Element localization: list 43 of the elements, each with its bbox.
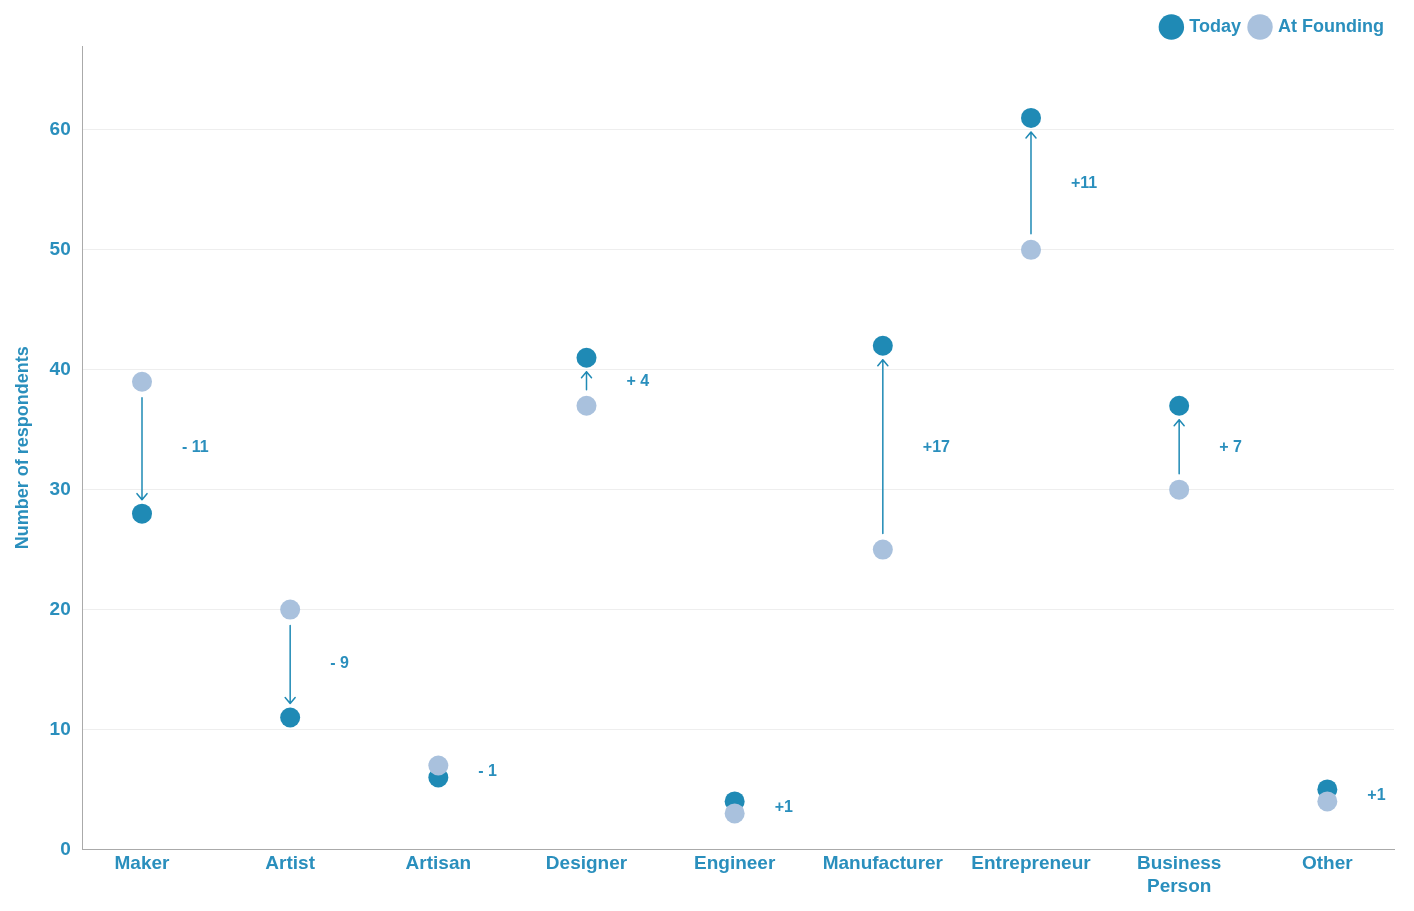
point	[1169, 479, 1190, 500]
point	[132, 503, 152, 524]
point	[576, 347, 597, 368]
y-tick-label: 50	[49, 238, 71, 260]
x-tick-label: Artist	[265, 852, 316, 874]
annotation: - 1	[478, 761, 498, 779]
y-tick-label: 60	[49, 118, 71, 140]
y-tick-label: 30	[49, 477, 71, 499]
annotation: +17	[922, 438, 951, 456]
point	[1169, 395, 1190, 416]
x-tick-label: Artisan	[405, 852, 472, 874]
x-tick-label: Designer	[545, 852, 628, 874]
x-tick-label: Maker	[114, 852, 171, 874]
annotation: +1	[774, 797, 794, 815]
x-tick-label: Engineer	[694, 852, 776, 874]
annotation: + 7	[1219, 438, 1242, 456]
point	[724, 803, 745, 824]
point	[280, 707, 301, 728]
y-tick-label: 0	[60, 837, 71, 859]
y-tick-label: 10	[49, 717, 71, 739]
legend-label: At Founding	[1278, 15, 1385, 36]
annotation: - 9	[330, 653, 349, 671]
annotation: +11	[1070, 174, 1098, 192]
point	[1020, 239, 1041, 260]
point	[576, 395, 597, 416]
annotation: - 11	[182, 438, 209, 456]
y-axis-title: Number of respondents	[11, 346, 32, 550]
point	[280, 599, 301, 620]
annotation: + 4	[626, 372, 650, 390]
point	[428, 755, 449, 776]
point	[132, 371, 152, 392]
x-tick-label: Manufacturer	[822, 852, 944, 874]
point	[872, 335, 893, 356]
x-tick-label: Business Person	[1136, 852, 1222, 896]
point	[1317, 791, 1338, 812]
point	[1020, 107, 1041, 128]
x-tick-label: Other	[1301, 852, 1354, 874]
point	[872, 539, 893, 560]
y-tick-label: 20	[49, 597, 71, 619]
x-tick-label: Entrepreneur	[971, 852, 1092, 874]
annotation: +1	[1367, 785, 1386, 803]
legend-label: Today	[1189, 15, 1242, 36]
y-tick-label: 40	[49, 357, 71, 379]
